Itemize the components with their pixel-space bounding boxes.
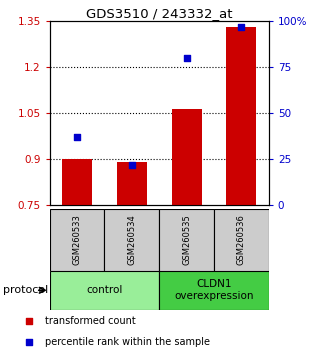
Bar (159, 271, 269, 310)
Point (129, 162, 134, 168)
Point (26, 318, 31, 324)
Text: GSM260534: GSM260534 (127, 215, 136, 265)
Text: percentile rank within the sample: percentile rank within the sample (45, 337, 210, 347)
Bar (214, 209, 269, 271)
Text: control: control (86, 285, 123, 295)
Bar (117, 162, 147, 205)
Bar (50, 271, 159, 310)
Bar (226, 27, 256, 205)
Bar (50, 209, 104, 271)
Point (239, 24, 244, 30)
Text: protocol: protocol (3, 285, 48, 295)
Point (184, 55, 189, 61)
Title: GDS3510 / 243332_at: GDS3510 / 243332_at (86, 7, 232, 20)
Bar (159, 209, 214, 271)
Bar (172, 109, 202, 205)
Bar (62, 159, 92, 205)
Text: CLDN1
overexpression: CLDN1 overexpression (174, 279, 254, 301)
Text: GSM260535: GSM260535 (182, 215, 191, 265)
Point (75, 135, 80, 140)
Point (26, 339, 31, 344)
Text: GSM260533: GSM260533 (73, 215, 82, 265)
Text: GSM260536: GSM260536 (237, 215, 246, 265)
Text: transformed count: transformed count (45, 316, 136, 326)
Bar (104, 209, 159, 271)
